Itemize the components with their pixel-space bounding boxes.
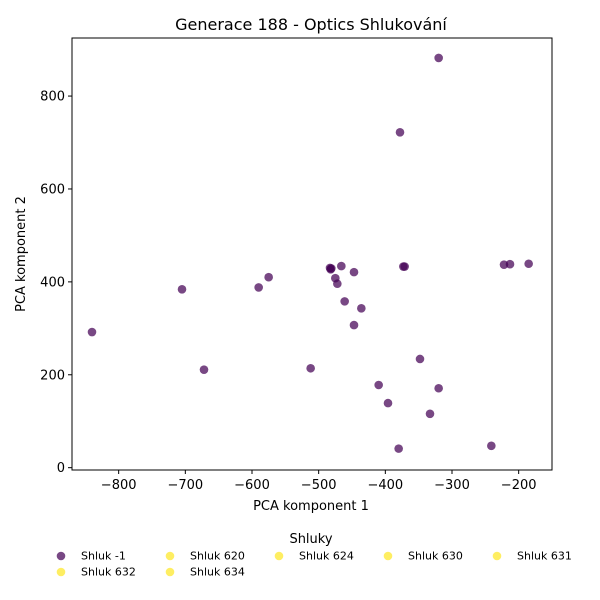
x-tick-label: −700 — [167, 478, 203, 493]
legend-marker — [383, 551, 393, 561]
legend-entry-label: Shluk 630 — [408, 550, 463, 563]
data-point — [340, 297, 349, 306]
legend-entry-label: Shluk 620 — [190, 550, 245, 563]
x-tick-label: −400 — [367, 478, 403, 493]
data-point — [395, 127, 405, 137]
x-axis-ticks: −800 −700 −600 −500 −400 −300 −200 — [101, 470, 537, 493]
legend-marker — [274, 551, 284, 561]
y-tick-label: 800 — [40, 90, 65, 105]
data-point — [327, 264, 336, 273]
data-point — [87, 327, 97, 337]
x-tick-label: −500 — [301, 478, 337, 493]
plot-frame — [71, 37, 553, 471]
y-tick-label: 0 — [57, 461, 65, 476]
data-point — [306, 363, 315, 373]
data-point — [394, 444, 403, 453]
data-point — [505, 259, 515, 269]
data-point — [337, 261, 346, 271]
data-point — [254, 283, 263, 292]
x-tick-label: −800 — [101, 478, 137, 493]
data-point — [333, 279, 342, 289]
data-point — [434, 53, 443, 63]
x-tick-label: −600 — [234, 478, 270, 493]
x-tick-label: −200 — [501, 478, 537, 493]
data-point — [524, 259, 533, 269]
legend: Shluk -1 Shluk 620 Shluk 624 Shluk 630 Shluk… — [56, 550, 572, 579]
points-layer — [87, 53, 533, 453]
data-point — [400, 262, 409, 271]
data-point — [349, 320, 359, 330]
x-tick-label: −300 — [434, 478, 470, 493]
legend-entry-label: Shluk 624 — [299, 550, 354, 563]
legend-entry-label: Shluk -1 — [81, 550, 126, 563]
legend-entry-label: Shluk 634 — [190, 566, 245, 579]
legend-marker — [165, 551, 175, 561]
data-point — [264, 272, 273, 282]
legend-entry-label: Shluk 631 — [517, 550, 572, 563]
data-point — [415, 354, 425, 364]
data-point — [425, 409, 435, 419]
data-point — [383, 398, 393, 408]
data-point — [487, 441, 496, 451]
y-axis-label: PCA komponent 2 — [14, 196, 29, 312]
x-axis-label: PCA komponent 1 — [253, 499, 369, 514]
legend-marker — [492, 551, 502, 561]
data-point — [434, 383, 443, 393]
chart-title: Generace 188 - Optics Shlukování — [175, 15, 447, 34]
data-point — [199, 365, 209, 374]
y-tick-label: 200 — [40, 368, 65, 383]
legend-title: Shluky — [289, 532, 332, 547]
legend-entry-label: Shluk 632 — [81, 566, 136, 579]
legend-marker — [56, 551, 66, 561]
legend-marker — [165, 567, 175, 577]
data-point — [177, 285, 187, 294]
data-point — [349, 267, 359, 277]
data-point — [357, 304, 366, 313]
legend-marker — [56, 567, 66, 577]
y-tick-label: 600 — [40, 182, 65, 197]
data-point — [374, 380, 383, 390]
y-tick-label: 400 — [40, 275, 65, 290]
y-axis-ticks: 0 200 400 600 800 — [40, 90, 72, 476]
